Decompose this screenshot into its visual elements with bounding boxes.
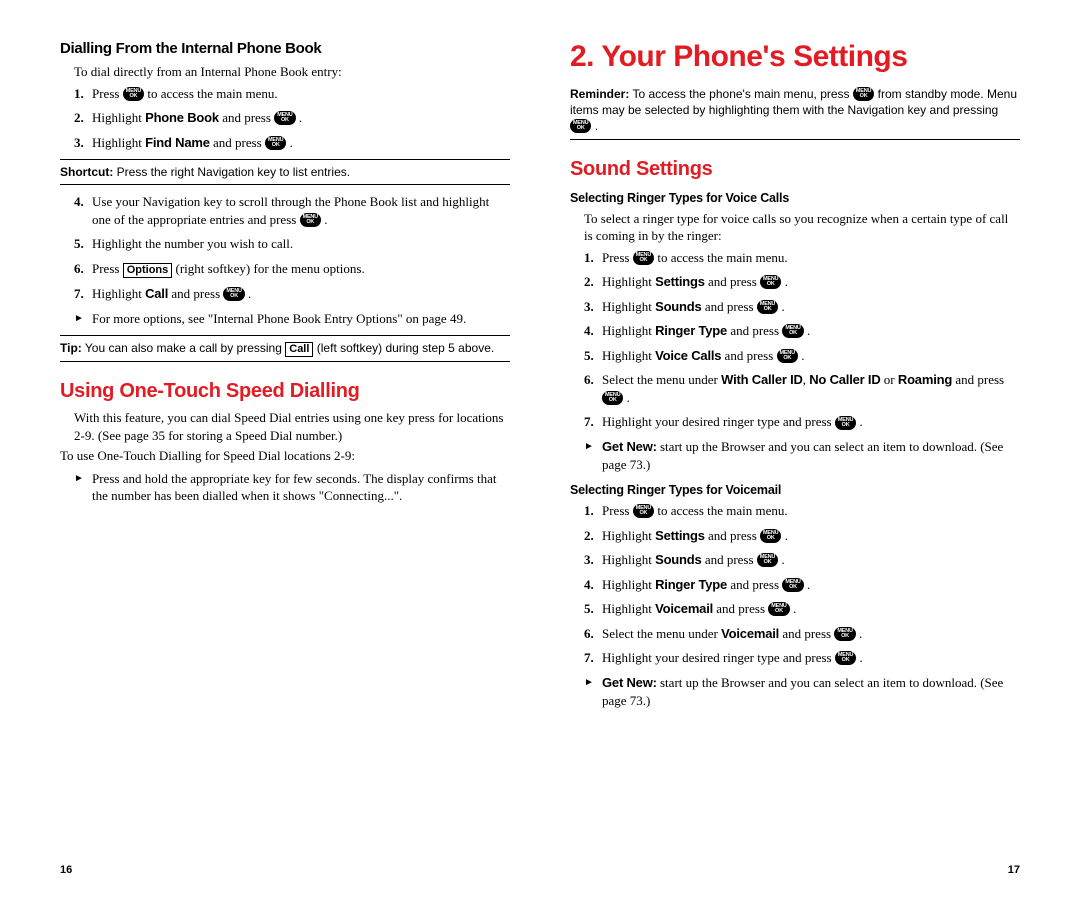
shortcut-text: Press the right Navigation key to list e… <box>113 165 350 179</box>
menu-ok-icon: MENUOK <box>300 213 321 227</box>
tip-label: Tip: <box>60 341 82 355</box>
step-item: 3.Highlight Find Name and press MENUOK . <box>74 134 510 152</box>
step-item: 4.Highlight Ringer Type and press MENUOK… <box>584 576 1020 594</box>
reminder-post: . <box>591 119 598 133</box>
heading-ringer-voicemail: Selecting Ringer Types for Voicemail <box>570 483 1020 497</box>
heading-ringer-voice: Selecting Ringer Types for Voice Calls <box>570 191 1020 205</box>
step-item: 7.Highlight Call and press MENUOK . <box>74 285 510 303</box>
menu-ok-icon: MENUOK <box>835 651 856 665</box>
menu-ok-icon: MENUOK <box>633 504 654 518</box>
menu-ok-icon: MENUOK <box>760 275 781 289</box>
heading-speed-dial: Using One-Touch Speed Dialling <box>60 380 510 403</box>
bullet-speed-dial: Press and hold the appropriate key for f… <box>60 470 510 505</box>
menu-ok-icon: MENUOK <box>570 119 591 133</box>
tip-text-post: (left softkey) during step 5 above. <box>313 341 494 355</box>
tip-text-pre: You can also make a call by pressing <box>82 341 285 355</box>
menu-ok-icon: MENUOK <box>265 136 286 150</box>
step-item: 3.Highlight Sounds and press MENUOK . <box>584 298 1020 316</box>
step-item: 6.Press Options (right softkey) for the … <box>74 260 510 278</box>
shortcut-box: Shortcut: Press the right Navigation key… <box>60 159 510 185</box>
step-item: 5.Highlight the number you wish to call. <box>74 235 510 253</box>
call-softkey: Call <box>285 342 313 357</box>
menu-ok-icon: MENUOK <box>777 349 798 363</box>
step-item: 2.Highlight Phone Book and press MENUOK … <box>74 109 510 127</box>
steps-list-a: 1.Press MENUOK to access the main menu. 2… <box>60 85 510 152</box>
menu-ok-icon: MENUOK <box>633 251 654 265</box>
menu-ok-icon: MENUOK <box>768 602 789 616</box>
menu-ok-icon: MENUOK <box>834 627 855 641</box>
menu-ok-icon: MENUOK <box>853 87 874 101</box>
menu-ok-icon: MENUOK <box>274 111 295 125</box>
menu-ok-icon: MENUOK <box>602 391 623 405</box>
step-item: 5.Highlight Voicemail and press MENUOK . <box>584 600 1020 618</box>
getnew-label: Get New: <box>602 439 657 454</box>
step-item: 2.Highlight Settings and press MENUOK . <box>584 273 1020 291</box>
page-number-left: 16 <box>60 864 72 876</box>
getnew-label: Get New: <box>602 675 657 690</box>
getnew-text: start up the Browser and you can select … <box>602 439 1003 472</box>
menu-ok-icon: MENUOK <box>782 324 803 338</box>
tip-box: Tip: You can also make a call by pressin… <box>60 335 510 362</box>
menu-ok-icon: MENUOK <box>223 287 244 301</box>
reminder-box: Reminder: To access the phone's main men… <box>570 82 1020 140</box>
page-number-right: 17 <box>1008 864 1020 876</box>
bullet-getnew-a: Get New: start up the Browser and you ca… <box>570 438 1020 473</box>
menu-ok-icon: MENUOK <box>757 300 778 314</box>
step-item: 4.Highlight Ringer Type and press MENUOK… <box>584 322 1020 340</box>
heading-phonebook: Dialling From the Internal Phone Book <box>60 40 510 57</box>
step-item: 7.Highlight your desired ringer type and… <box>584 413 1020 431</box>
intro-text: To dial directly from an Internal Phone … <box>74 63 510 81</box>
steps-ringer-voice: 1.Press MENUOK to access the main menu. 2… <box>570 249 1020 431</box>
speed-dial-intro2: To use One-Touch Dialling for Speed Dial… <box>60 447 510 465</box>
reminder-pre: To access the phone's main menu, press <box>629 87 853 101</box>
bullet-getnew-b: Get New: start up the Browser and you ca… <box>570 674 1020 709</box>
step-item: 3.Highlight Sounds and press MENUOK . <box>584 551 1020 569</box>
steps-list-b: 4.Use your Navigation key to scroll thro… <box>60 193 510 302</box>
softkey-box: Options <box>123 263 173 278</box>
step-item: 6.Select the menu under Voicemail and pr… <box>584 625 1020 643</box>
menu-ok-icon: MENUOK <box>757 553 778 567</box>
chapter-title: 2. Your Phone's Settings <box>570 40 1020 74</box>
menu-ok-icon: MENUOK <box>760 529 781 543</box>
step-item: 1.Press MENUOK to access the main menu. <box>74 85 510 103</box>
step-item: 2.Highlight Settings and press MENUOK . <box>584 527 1020 545</box>
step-item: 1.Press MENUOK to access the main menu. <box>584 249 1020 267</box>
shortcut-label: Shortcut: <box>60 165 113 179</box>
page-left: Dialling From the Internal Phone Book To… <box>0 0 540 900</box>
bullet-more-options: For more options, see "Internal Phone Bo… <box>60 310 510 328</box>
menu-ok-icon: MENUOK <box>123 87 144 101</box>
heading-sound-settings: Sound Settings <box>570 158 1020 181</box>
step-item: 1.Press MENUOK to access the main menu. <box>584 502 1020 520</box>
intro-ringer-voice: To select a ringer type for voice calls … <box>584 210 1020 245</box>
step-item: 7.Highlight your desired ringer type and… <box>584 649 1020 667</box>
step-item: 6.Select the menu under With Caller ID, … <box>584 371 1020 406</box>
step-item: 4.Use your Navigation key to scroll thro… <box>74 193 510 228</box>
reminder-label: Reminder: <box>570 87 629 101</box>
step-item: 5.Highlight Voice Calls and press MENUOK… <box>584 347 1020 365</box>
page-right: 2. Your Phone's Settings Reminder: To ac… <box>540 0 1080 900</box>
getnew-text: start up the Browser and you can select … <box>602 675 1003 708</box>
menu-ok-icon: MENUOK <box>782 578 803 592</box>
steps-ringer-voicemail: 1.Press MENUOK to access the main menu. 2… <box>570 502 1020 667</box>
speed-dial-intro: With this feature, you can dial Speed Di… <box>74 409 510 444</box>
menu-ok-icon: MENUOK <box>835 416 856 430</box>
